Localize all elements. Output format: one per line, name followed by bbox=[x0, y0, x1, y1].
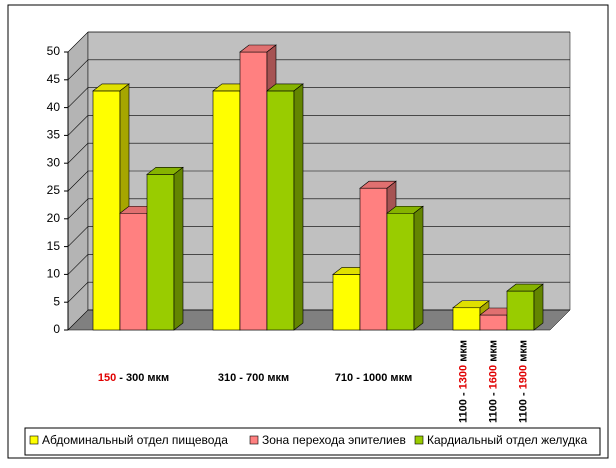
grid-line bbox=[67, 170, 570, 192]
label-part: 1300 bbox=[457, 365, 469, 389]
label-part: 150 bbox=[98, 372, 116, 384]
bar-top-shade bbox=[93, 83, 129, 91]
bar-top-shade bbox=[387, 206, 423, 214]
bar-front bbox=[479, 314, 508, 331]
bar-top-shade bbox=[360, 181, 396, 189]
bar-top-shade bbox=[240, 45, 276, 52]
label-part: 310 - 700 мкм bbox=[218, 372, 289, 384]
x-tick-label: 1100 - 1300 мкм bbox=[457, 340, 469, 423]
bar-side-shade bbox=[294, 83, 303, 330]
grid-line bbox=[67, 59, 570, 81]
bar-top-shade bbox=[507, 284, 543, 292]
x-tick-label: 1100 - 1600 мкм bbox=[487, 340, 499, 423]
y-tick-label: 15 bbox=[47, 239, 61, 253]
legend-swatch bbox=[414, 435, 424, 445]
bar bbox=[146, 166, 184, 331]
bar bbox=[266, 83, 304, 331]
label-part: 1600 bbox=[487, 365, 499, 389]
x-tick-label: 710 - 1000 мкм bbox=[335, 372, 412, 384]
x-tick-label: 150 - 300 мкм bbox=[98, 372, 169, 384]
bar-side-shade bbox=[414, 206, 423, 330]
bar-side-shade bbox=[534, 284, 543, 330]
bar-side-shade bbox=[174, 167, 183, 330]
y-tick-label: 50 bbox=[47, 44, 61, 58]
x-tick-label: 310 - 700 мкм bbox=[218, 372, 289, 384]
bar-front bbox=[239, 51, 268, 331]
bar-front bbox=[506, 290, 535, 331]
bar-front bbox=[266, 90, 295, 331]
bar-front bbox=[452, 307, 481, 331]
bar-top-shade bbox=[147, 167, 183, 175]
bar-side bbox=[293, 83, 304, 331]
bar-front bbox=[212, 90, 241, 331]
legend-label: Зона перехода эпителиев bbox=[262, 433, 406, 447]
y-tick-label: 20 bbox=[47, 211, 61, 225]
grid-line bbox=[67, 115, 570, 136]
y-tick-label: 25 bbox=[47, 183, 61, 197]
y-tick-label: 45 bbox=[47, 72, 61, 86]
y-tick-label: 5 bbox=[53, 294, 60, 308]
grid-line bbox=[67, 87, 570, 108]
label-part: 710 - 1000 мкм bbox=[335, 372, 412, 384]
bar-front bbox=[386, 212, 415, 331]
bar-front bbox=[146, 174, 175, 331]
legend-swatch bbox=[249, 435, 259, 445]
label-part: 1100 - bbox=[487, 389, 499, 423]
label-part: - 300 мкм bbox=[116, 372, 169, 384]
grid-line bbox=[67, 142, 570, 164]
legend-swatch bbox=[29, 435, 39, 445]
bar-front bbox=[119, 212, 148, 331]
y-tick-label: 10 bbox=[47, 267, 61, 281]
bar-top-shade bbox=[453, 300, 489, 308]
legend-label: Кардиальный отдел желудка bbox=[427, 433, 588, 447]
bar-front bbox=[332, 274, 361, 331]
label-part: мкм bbox=[457, 340, 469, 365]
legend-label: Абдоминальный отдел пищевода bbox=[42, 433, 228, 447]
bar-side bbox=[533, 283, 544, 331]
grid-line bbox=[67, 31, 570, 53]
bar-side bbox=[413, 205, 424, 331]
legend bbox=[24, 427, 601, 456]
bar bbox=[506, 283, 544, 331]
label-part: 1900 bbox=[517, 365, 529, 389]
label-part: 1100 - bbox=[457, 389, 469, 423]
y-tick-label: 40 bbox=[47, 100, 61, 114]
label-part: мкм bbox=[517, 340, 529, 365]
grid-line bbox=[67, 198, 570, 220]
label-part: мкм bbox=[487, 340, 499, 365]
bar-front bbox=[359, 187, 388, 331]
label-part: 1100 - bbox=[517, 389, 529, 423]
y-tick-label: 0 bbox=[53, 322, 60, 336]
bar-top-shade bbox=[267, 83, 303, 91]
bar-side bbox=[173, 166, 184, 331]
x-tick-label: 1100 - 1900 мкм bbox=[517, 340, 529, 423]
y-tick-label: 30 bbox=[47, 155, 61, 169]
y-tick-label: 35 bbox=[47, 128, 61, 142]
bar-front bbox=[92, 90, 121, 331]
bar bbox=[386, 205, 424, 331]
